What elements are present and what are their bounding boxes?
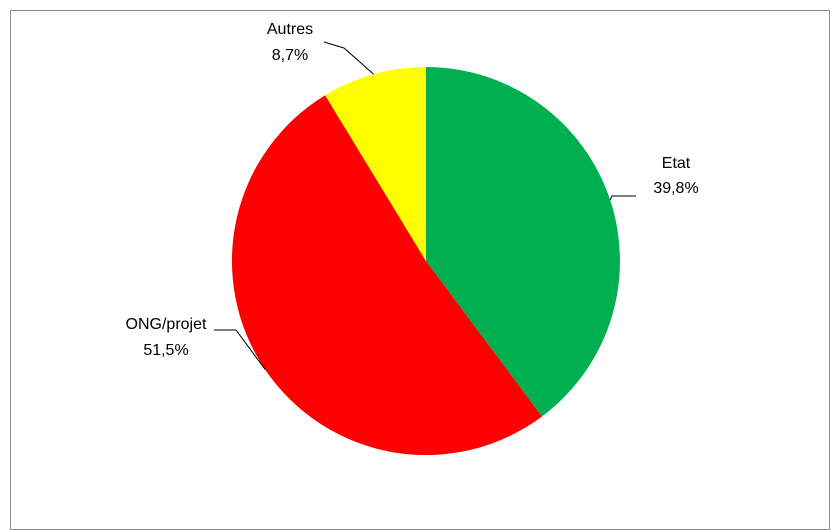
slice-label-autres-value: 8,7% xyxy=(272,47,308,64)
leader-line-ong-projet xyxy=(214,329,266,370)
pie-slice-etat xyxy=(426,67,620,417)
leader-lines xyxy=(214,41,636,370)
slice-label-etat-category: Etat xyxy=(662,155,691,172)
slice-label-ong-projet-category: ONG/projet xyxy=(126,316,207,333)
leader-line-etat xyxy=(609,195,636,201)
slice-label-ong-projet-value: 51,5% xyxy=(143,342,188,359)
pie-chart: Etat 39,8% ONG/projet 51,5% Autres 8,7% xyxy=(126,21,699,456)
pie-slice-ong-projet xyxy=(231,95,542,456)
leader-line-autres xyxy=(323,41,374,75)
pie-slices xyxy=(231,67,620,456)
slice-label-autres-category: Autres xyxy=(267,21,313,38)
pie-slice-autres xyxy=(325,67,426,261)
slice-label-etat-value: 39,8% xyxy=(653,180,698,197)
